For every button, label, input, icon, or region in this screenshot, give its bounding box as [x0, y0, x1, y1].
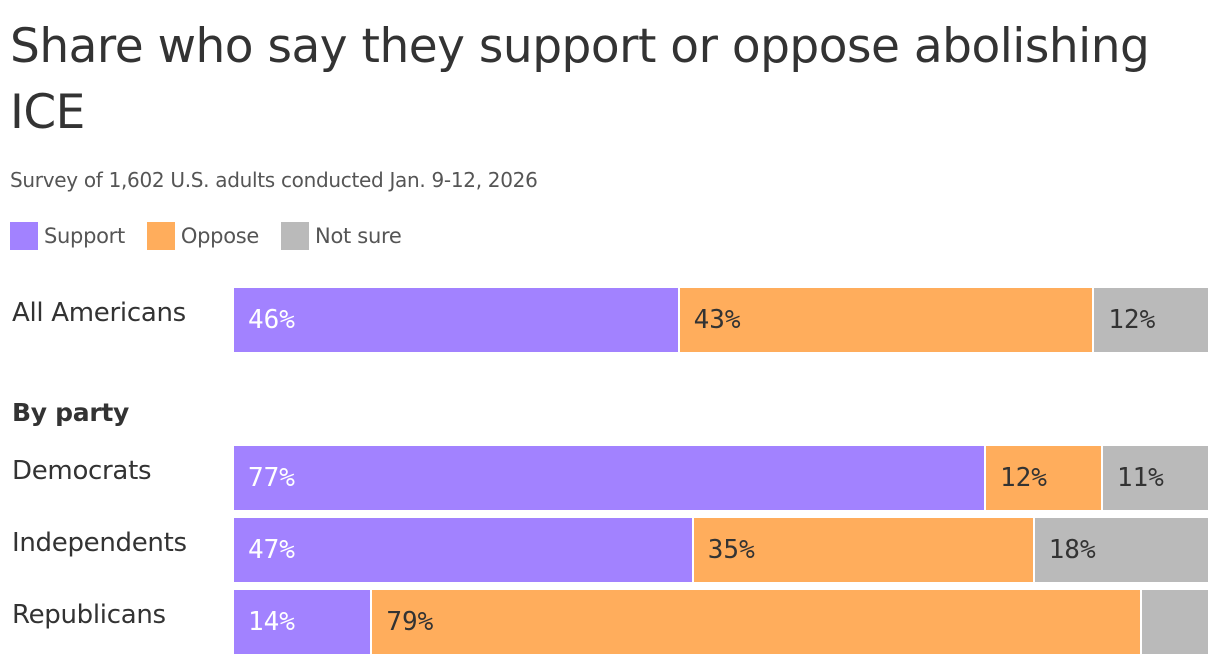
data-label-democrats-support: 77% [248, 463, 295, 493]
data-label-independents-support: 47% [248, 535, 295, 565]
bar-democrats-oppose: 12% [983, 446, 1101, 510]
data-label-independents-oppose: 35% [707, 535, 755, 565]
bar-all-americans-not-sure: 12% [1092, 288, 1208, 352]
legend-swatch-oppose [146, 222, 175, 250]
bar-independents-oppose: 35% [691, 518, 1033, 582]
bar-republicans-not-sure [1139, 590, 1208, 654]
row-label-all-americans: All Americans [12, 298, 186, 328]
legend-swatch-support [10, 222, 38, 250]
legend-item-support: Support [10, 222, 125, 250]
group-heading-by-party: By party [12, 398, 129, 427]
legend-label-support: Support [44, 224, 125, 248]
bar-row-democrats: 77% 12% 11% [234, 446, 1208, 510]
data-label-democrats-not-sure: 11% [1116, 463, 1164, 493]
data-label-all-americans-not-sure: 12% [1108, 305, 1156, 335]
bar-row-republicans: 14% 79% [234, 590, 1208, 654]
data-label-all-americans-oppose: 43% [693, 305, 741, 335]
row-label-democrats: Democrats [12, 456, 152, 486]
legend-label-not-sure: Not sure [315, 224, 402, 248]
bar-independents-support: 47% [234, 518, 692, 582]
data-label-independents-not-sure: 18% [1048, 535, 1096, 565]
data-label-all-americans-support: 46% [248, 305, 295, 335]
data-label-republicans-oppose: 79% [386, 607, 434, 637]
bar-independents-not-sure: 18% [1032, 518, 1208, 582]
bar-all-americans-support: 46% [234, 288, 678, 352]
bar-row-independents: 47% 35% 18% [234, 518, 1208, 582]
legend-item-not-sure: Not sure [281, 222, 402, 250]
data-label-democrats-oppose: 12% [999, 463, 1047, 493]
chart-title: Share who say they support or oppose abo… [10, 19, 1150, 140]
bar-row-all-americans: 46% 43% 12% [234, 288, 1208, 352]
row-label-republicans: Republicans [12, 600, 166, 630]
legend-label-oppose: Oppose [180, 224, 260, 248]
legend-item-oppose: Oppose [146, 222, 260, 250]
bar-republicans-support: 14% [234, 590, 371, 654]
bar-all-americans-oppose: 43% [677, 288, 1093, 352]
bar-democrats-support: 77% [234, 446, 984, 510]
row-label-independents: Independents [12, 528, 187, 558]
data-label-republicans-support: 14% [248, 607, 295, 637]
chart-subtitle: Survey of 1,602 U.S. adults conducted Ja… [10, 168, 538, 192]
bar-democrats-not-sure: 11% [1100, 446, 1208, 510]
bar-republicans-oppose: 79% [370, 590, 1140, 654]
legend: Support Oppose Not sure [10, 222, 423, 250]
legend-swatch-not-sure [281, 222, 310, 250]
